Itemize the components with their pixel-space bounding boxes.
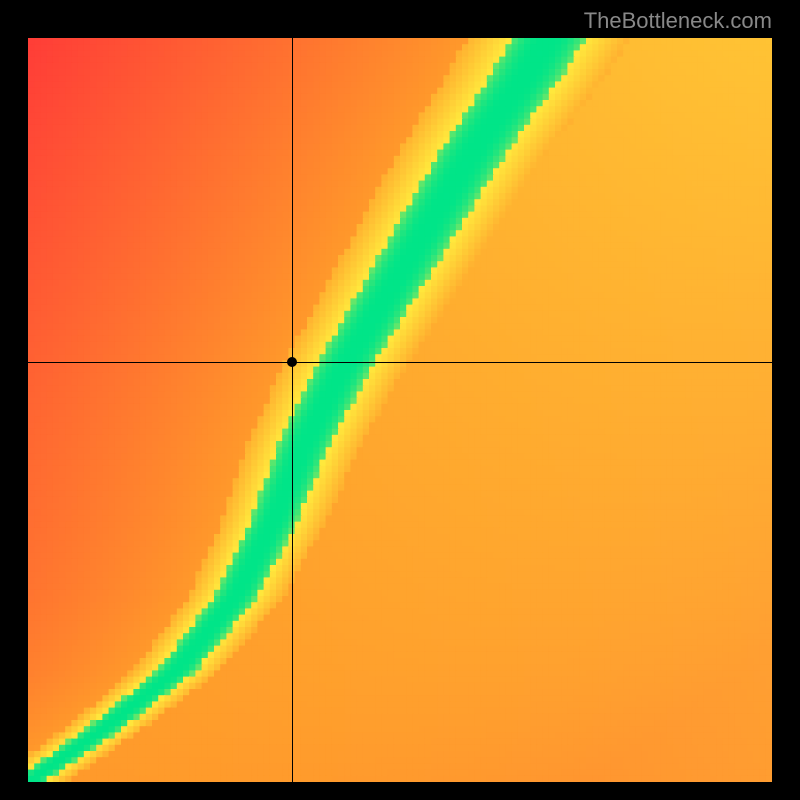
watermark-text: TheBottleneck.com [584, 8, 772, 34]
crosshair-horizontal [28, 362, 772, 363]
heatmap-chart [28, 38, 772, 782]
crosshair-marker-dot [287, 357, 297, 367]
crosshair-vertical [292, 38, 293, 782]
heatmap-canvas [28, 38, 772, 782]
